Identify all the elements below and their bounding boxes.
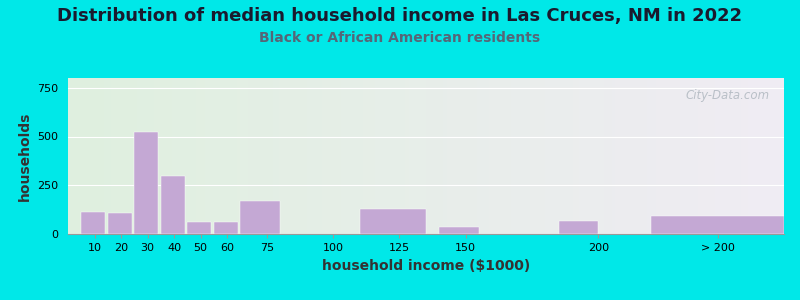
Y-axis label: households: households [18, 111, 31, 201]
Bar [240, 201, 280, 234]
Text: Black or African American residents: Black or African American residents [259, 32, 541, 46]
Text: City-Data.com: City-Data.com [686, 89, 770, 102]
Bar [187, 222, 211, 234]
Bar [161, 176, 185, 234]
Bar [134, 132, 158, 234]
Bar [651, 217, 784, 234]
Bar [108, 213, 132, 234]
X-axis label: household income ($1000): household income ($1000) [322, 259, 530, 273]
Bar [439, 227, 479, 234]
Text: Distribution of median household income in Las Cruces, NM in 2022: Distribution of median household income … [58, 8, 742, 26]
Bar [82, 212, 105, 234]
Bar [360, 209, 426, 234]
Bar [558, 221, 598, 234]
Bar [214, 222, 238, 234]
